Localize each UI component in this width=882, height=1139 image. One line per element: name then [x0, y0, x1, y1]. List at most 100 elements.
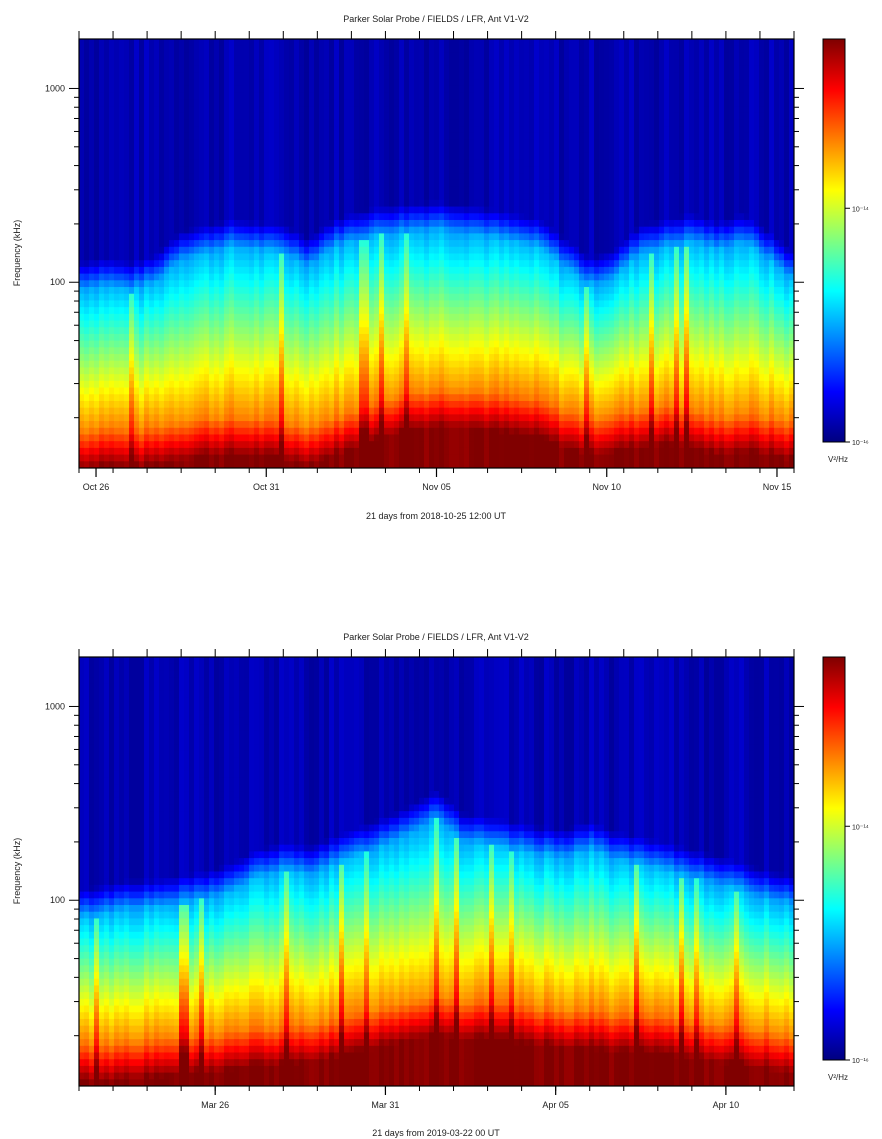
heatmap-cell: [114, 219, 120, 228]
heatmap-cell: [339, 387, 345, 395]
heatmap-cell: [304, 313, 310, 322]
heatmap-cell: [379, 320, 385, 328]
heatmap-cell: [234, 253, 240, 261]
heatmap-cell: [149, 112, 155, 121]
heatmap-cell: [339, 199, 345, 208]
heatmap-cell: [289, 260, 295, 268]
heatmap-cell: [449, 260, 455, 268]
heatmap-cell: [79, 421, 85, 429]
heatmap-cell: [389, 233, 395, 241]
heatmap-cell: [279, 434, 285, 442]
heatmap-cell: [99, 99, 105, 107]
heatmap-cell: [399, 280, 405, 288]
heatmap-cell: [179, 327, 185, 335]
heatmap-cell: [314, 139, 320, 147]
heatmap-cell: [149, 45, 155, 53]
heatmap-cell: [429, 246, 435, 255]
heatmap-cell: [394, 266, 400, 275]
heatmap-cell: [389, 65, 395, 74]
heatmap-cell: [384, 126, 390, 134]
heatmap-cell: [204, 347, 210, 355]
heatmap-cell: [214, 240, 220, 248]
heatmap-cell: [394, 240, 400, 248]
heatmap-cell: [134, 72, 140, 80]
heatmap-cell: [164, 79, 170, 87]
heatmap-cell: [264, 307, 270, 315]
heatmap-cell: [219, 293, 225, 302]
heatmap-cell: [419, 132, 425, 141]
heatmap-cell: [169, 106, 175, 114]
heatmap-cell: [129, 45, 135, 53]
heatmap-cell: [379, 199, 385, 208]
heatmap-cell: [204, 240, 210, 248]
heatmap-cell: [89, 367, 95, 375]
heatmap-cell: [114, 213, 120, 221]
heatmap-cell: [289, 380, 295, 389]
heatmap-cell: [124, 59, 130, 67]
heatmap-cell: [424, 434, 430, 442]
heatmap-cell: [364, 313, 370, 322]
heatmap-cell: [429, 119, 435, 127]
heatmap-cell: [219, 112, 225, 121]
heatmap-cell: [369, 367, 375, 375]
heatmap-cell: [224, 173, 230, 181]
heatmap-cell: [254, 387, 260, 395]
heatmap-cell: [149, 333, 155, 342]
heatmap-cell: [109, 59, 115, 67]
heatmap-cell: [199, 380, 205, 389]
heatmap-cell: [109, 400, 115, 409]
heatmap-cell: [329, 233, 335, 241]
heatmap-cell: [89, 307, 95, 315]
heatmap-cell: [304, 240, 310, 248]
heatmap-cell: [239, 246, 245, 255]
heatmap-cell: [189, 441, 195, 449]
heatmap-cell: [439, 65, 445, 74]
heatmap-cell: [124, 414, 130, 422]
heatmap-cell: [229, 380, 235, 389]
heatmap-cell: [394, 79, 400, 87]
heatmap-cell: [354, 79, 360, 87]
heatmap-cell: [319, 287, 325, 295]
heatmap-cell: [79, 287, 85, 295]
heatmap-cell: [374, 273, 380, 281]
heatmap-cell: [79, 293, 85, 302]
heatmap-cell: [84, 246, 90, 255]
heatmap-cell: [384, 427, 390, 436]
heatmap-cell: [309, 233, 315, 241]
heatmap-cell: [139, 179, 145, 188]
heatmap-cell: [299, 179, 305, 188]
heatmap-cell: [414, 72, 420, 80]
heatmap-cell: [439, 421, 445, 429]
heatmap-cell: [124, 253, 130, 261]
heatmap-cell: [354, 380, 360, 389]
heatmap-cell: [284, 461, 290, 468]
heatmap-cell: [429, 407, 435, 415]
heatmap-cell: [464, 327, 470, 335]
heatmap-cell: [119, 219, 125, 228]
heatmap-cell: [304, 126, 310, 134]
heatmap-cell: [209, 260, 215, 268]
heatmap-cell: [339, 39, 345, 47]
heatmap-cell: [204, 65, 210, 74]
heatmap-cell: [249, 206, 255, 214]
heatmap-cell: [229, 260, 235, 268]
heatmap-cell: [299, 333, 305, 342]
heatmap-cell: [414, 173, 420, 181]
heatmap-cell: [354, 333, 360, 342]
heatmap-cell: [354, 85, 360, 94]
heatmap-cell: [214, 126, 220, 134]
heatmap-cell: [354, 226, 360, 234]
heatmap-cell: [219, 313, 225, 322]
heatmap-cell: [214, 454, 220, 462]
heatmap-cell: [124, 394, 130, 402]
heatmap-cell: [269, 407, 275, 415]
heatmap-cell: [89, 427, 95, 436]
heatmap-cell: [414, 333, 420, 342]
heatmap-cell: [459, 367, 465, 375]
heatmap-cell: [294, 313, 300, 322]
heatmap-cell: [409, 380, 415, 389]
heatmap-cell: [274, 387, 280, 395]
heatmap-cell: [344, 287, 350, 295]
heatmap-cell: [324, 85, 330, 94]
heatmap-cell: [199, 199, 205, 208]
